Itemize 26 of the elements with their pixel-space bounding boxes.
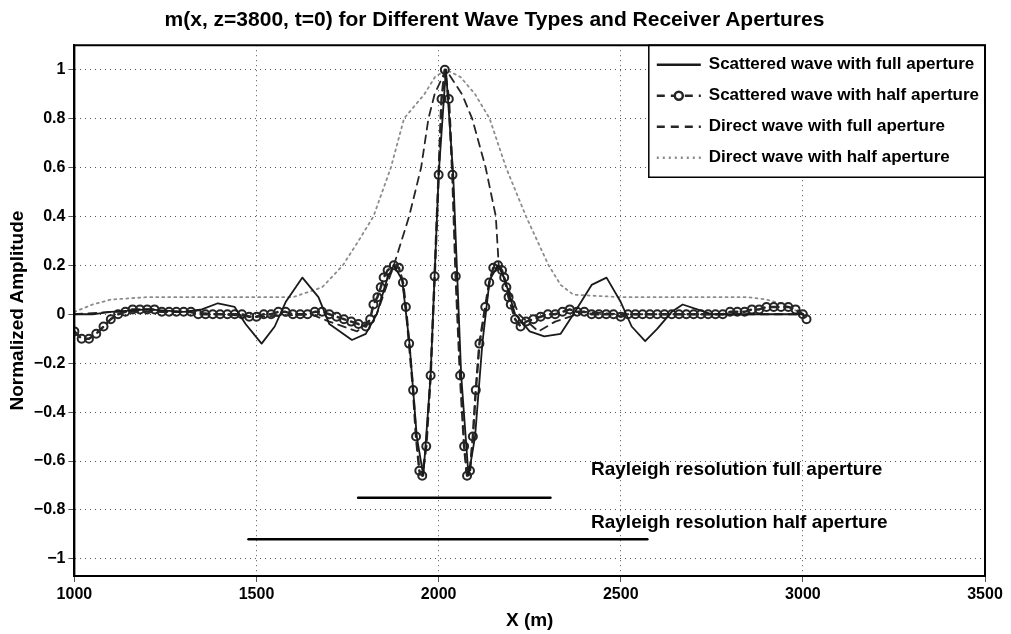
y-tick-label: −0.6	[33, 451, 66, 469]
y-tick-label: 0	[56, 304, 66, 322]
x-tick-label: 3500	[967, 585, 1003, 603]
y-tick-label: −0.8	[33, 500, 66, 518]
annotation: Rayleigh resolution full aperture	[591, 458, 883, 480]
y-tick-label: 0.8	[43, 108, 66, 126]
x-tick-label: 1000	[56, 585, 93, 603]
legend-label: Direct wave with full aperture	[708, 116, 945, 136]
x-tick-label: 1500	[238, 585, 275, 603]
y-tick-label: 0.4	[43, 206, 66, 224]
x-tick-label: 3000	[785, 585, 821, 603]
annotation: Rayleigh resolution half aperture	[591, 511, 888, 533]
y-tick-label: −0.4	[33, 402, 66, 420]
y-tick-label: −1	[47, 549, 66, 567]
legend-label: Scattered wave with half aperture	[708, 85, 979, 105]
legend-label: Direct wave with half aperture	[708, 147, 950, 167]
y-tick-label: 1	[56, 60, 66, 78]
y-tick-label: 0.6	[43, 157, 66, 175]
chart-title: m(x, z=3800, t=0) for Different Wave Types and Receiver Apertures	[164, 7, 825, 31]
x-tick-label: 2000	[420, 585, 457, 603]
y-axis-title: Normalized Amplitude	[5, 210, 27, 411]
y-tick-label: 0.2	[43, 255, 66, 273]
x-axis-title: X (m)	[505, 608, 554, 630]
legend-label: Scattered wave with full aperture	[708, 54, 975, 74]
x-tick-label: 2500	[602, 585, 639, 603]
y-tick-label: −0.2	[33, 353, 66, 371]
